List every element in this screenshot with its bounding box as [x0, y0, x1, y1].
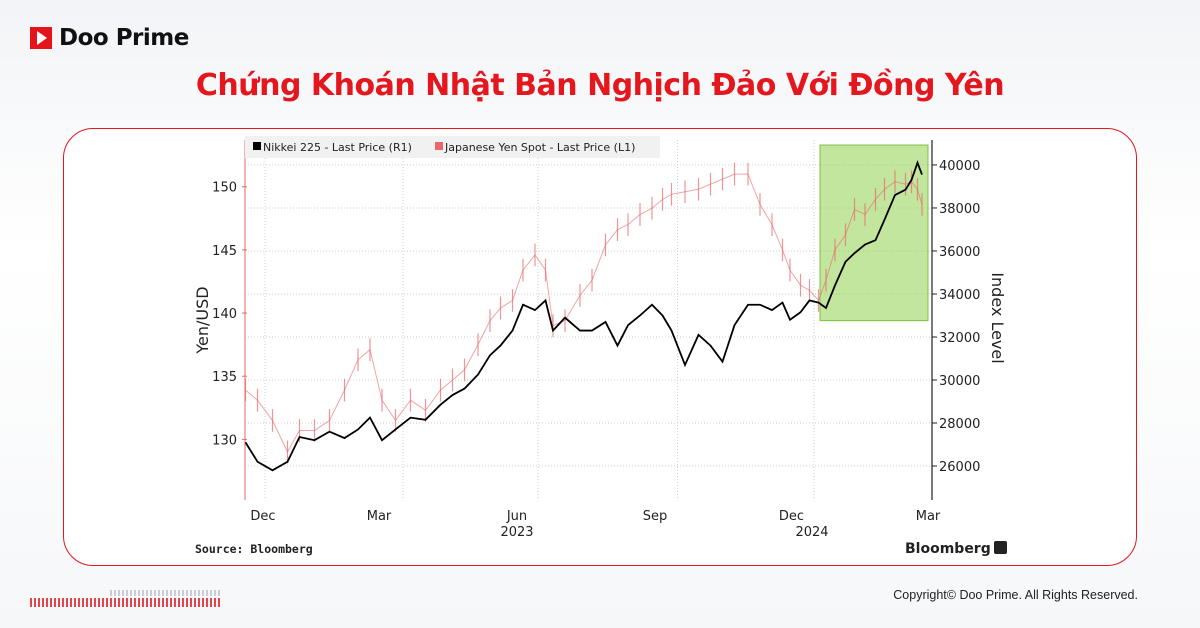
legend-entry: Japanese Yen Spot - Last Price (L1): [444, 141, 635, 154]
left-tick-label: 150: [212, 181, 237, 196]
copyright: Copyright© Doo Prime. All Rights Reserve…: [893, 588, 1138, 602]
right-tick-label: 40000: [939, 159, 980, 174]
right-tick-label: 26000: [939, 460, 980, 475]
decorative-stripes-gray: [110, 590, 220, 596]
left-axis-label: Yen/USD: [193, 286, 212, 354]
decorative-stripes: [30, 598, 220, 607]
year-label: 2023: [500, 525, 533, 540]
legend-swatch: [435, 142, 443, 150]
x-tick-label: Jun: [506, 509, 527, 524]
chart-card: [63, 128, 1137, 566]
brand-name: Doo Prime: [59, 25, 189, 51]
right-tick-label: 38000: [939, 202, 980, 217]
legend-entry: Nikkei 225 - Last Price (R1): [263, 141, 412, 154]
left-tick-label: 135: [212, 370, 237, 385]
legend-swatch: [253, 142, 261, 150]
right-tick-label: 30000: [939, 374, 980, 389]
highlight-region: [819, 144, 929, 322]
right-axis-label: Index Level: [988, 272, 1007, 363]
brand-logo: Doo Prime: [30, 25, 189, 51]
bloomberg-logo: Bloomberg: [905, 541, 991, 557]
yen-series-line: [245, 173, 923, 454]
x-tick-label: Dec: [779, 509, 804, 524]
bloomberg-logo-icon: [994, 541, 1007, 554]
left-tick-label: 130: [212, 433, 237, 448]
x-tick-label: Dec: [250, 509, 275, 524]
logo-icon: [30, 27, 52, 49]
right-tick-label: 34000: [939, 288, 980, 303]
left-tick-label: 140: [212, 307, 237, 322]
x-tick-label: Sep: [643, 509, 668, 524]
source-label: Source: Bloomberg: [195, 542, 313, 556]
year-label: 2024: [795, 525, 828, 540]
legend-box: [245, 136, 660, 158]
x-tick-label: Mar: [916, 509, 941, 524]
left-tick-label: 145: [212, 244, 237, 259]
x-tick-label: Mar: [367, 509, 392, 524]
right-tick-label: 36000: [939, 245, 980, 260]
nikkei-series-line: [244, 160, 923, 472]
right-tick-label: 28000: [939, 417, 980, 432]
page-title: Chứng Khoán Nhật Bản Nghịch Đảo Với Đồng…: [195, 68, 1005, 103]
right-tick-label: 32000: [939, 331, 980, 346]
